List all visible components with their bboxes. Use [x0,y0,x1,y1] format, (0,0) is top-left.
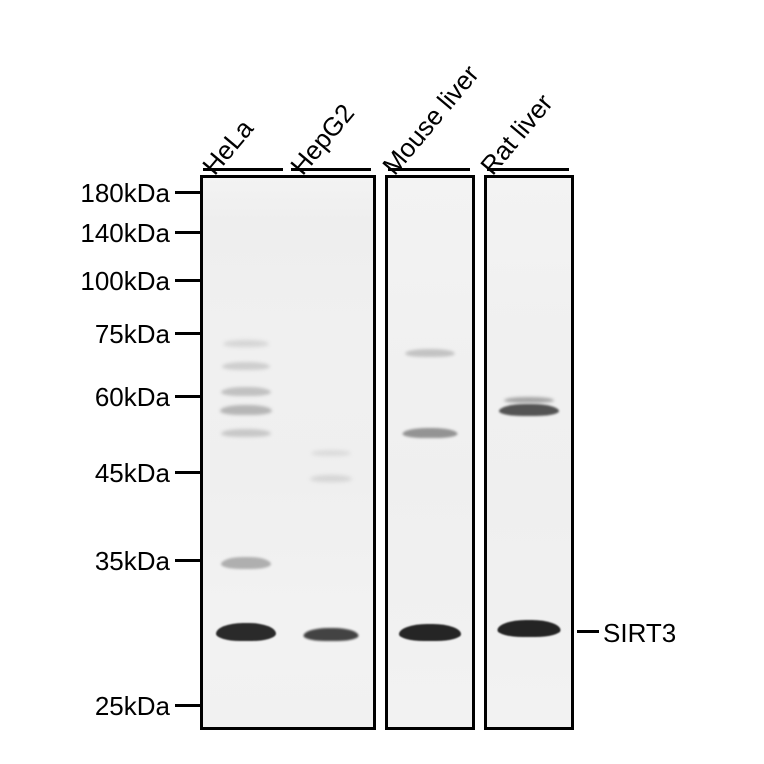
target-label: SIRT3 [603,618,676,649]
mw-label: 75kDa [95,319,170,350]
sample-label: Mouse liver [376,59,485,181]
gel-panel [200,175,376,730]
sample-underline [203,168,283,171]
mw-tick [175,559,200,562]
mw-tick [175,704,200,707]
sample-underline [487,168,569,171]
band [221,429,271,437]
mw-label: 60kDa [95,382,170,413]
mw-label: 140kDa [80,218,170,249]
mw-label: 180kDa [80,178,170,209]
mw-label: 25kDa [95,691,170,722]
mw-label: 35kDa [95,546,170,577]
gel-panel [484,175,574,730]
band [221,557,271,569]
lane-background [487,178,571,727]
band [216,623,276,641]
band [221,387,271,396]
band [223,340,269,347]
mw-tick [175,471,200,474]
band [399,624,461,641]
band [498,620,561,637]
sample-underline [291,168,371,171]
band [310,475,352,482]
lane-background [388,178,472,727]
mw-tick [175,395,200,398]
band [405,349,455,357]
mw-tick [175,332,200,335]
band [220,405,272,415]
sample-underline [388,168,470,171]
band [403,428,458,438]
mw-label: 100kDa [80,266,170,297]
mw-tick [175,231,200,234]
gel-panel [385,175,475,730]
band [504,397,554,403]
mw-tick [175,279,200,282]
mw-tick [175,191,200,194]
band [311,450,351,456]
band [303,628,358,641]
target-tick [577,630,599,633]
band [499,404,559,416]
band [222,362,270,370]
mw-label: 45kDa [95,458,170,489]
western-blot-figure: 180kDa 140kDa 100kDa 75kDa 60kDa 45kDa 35kDa 25… [0,0,764,764]
